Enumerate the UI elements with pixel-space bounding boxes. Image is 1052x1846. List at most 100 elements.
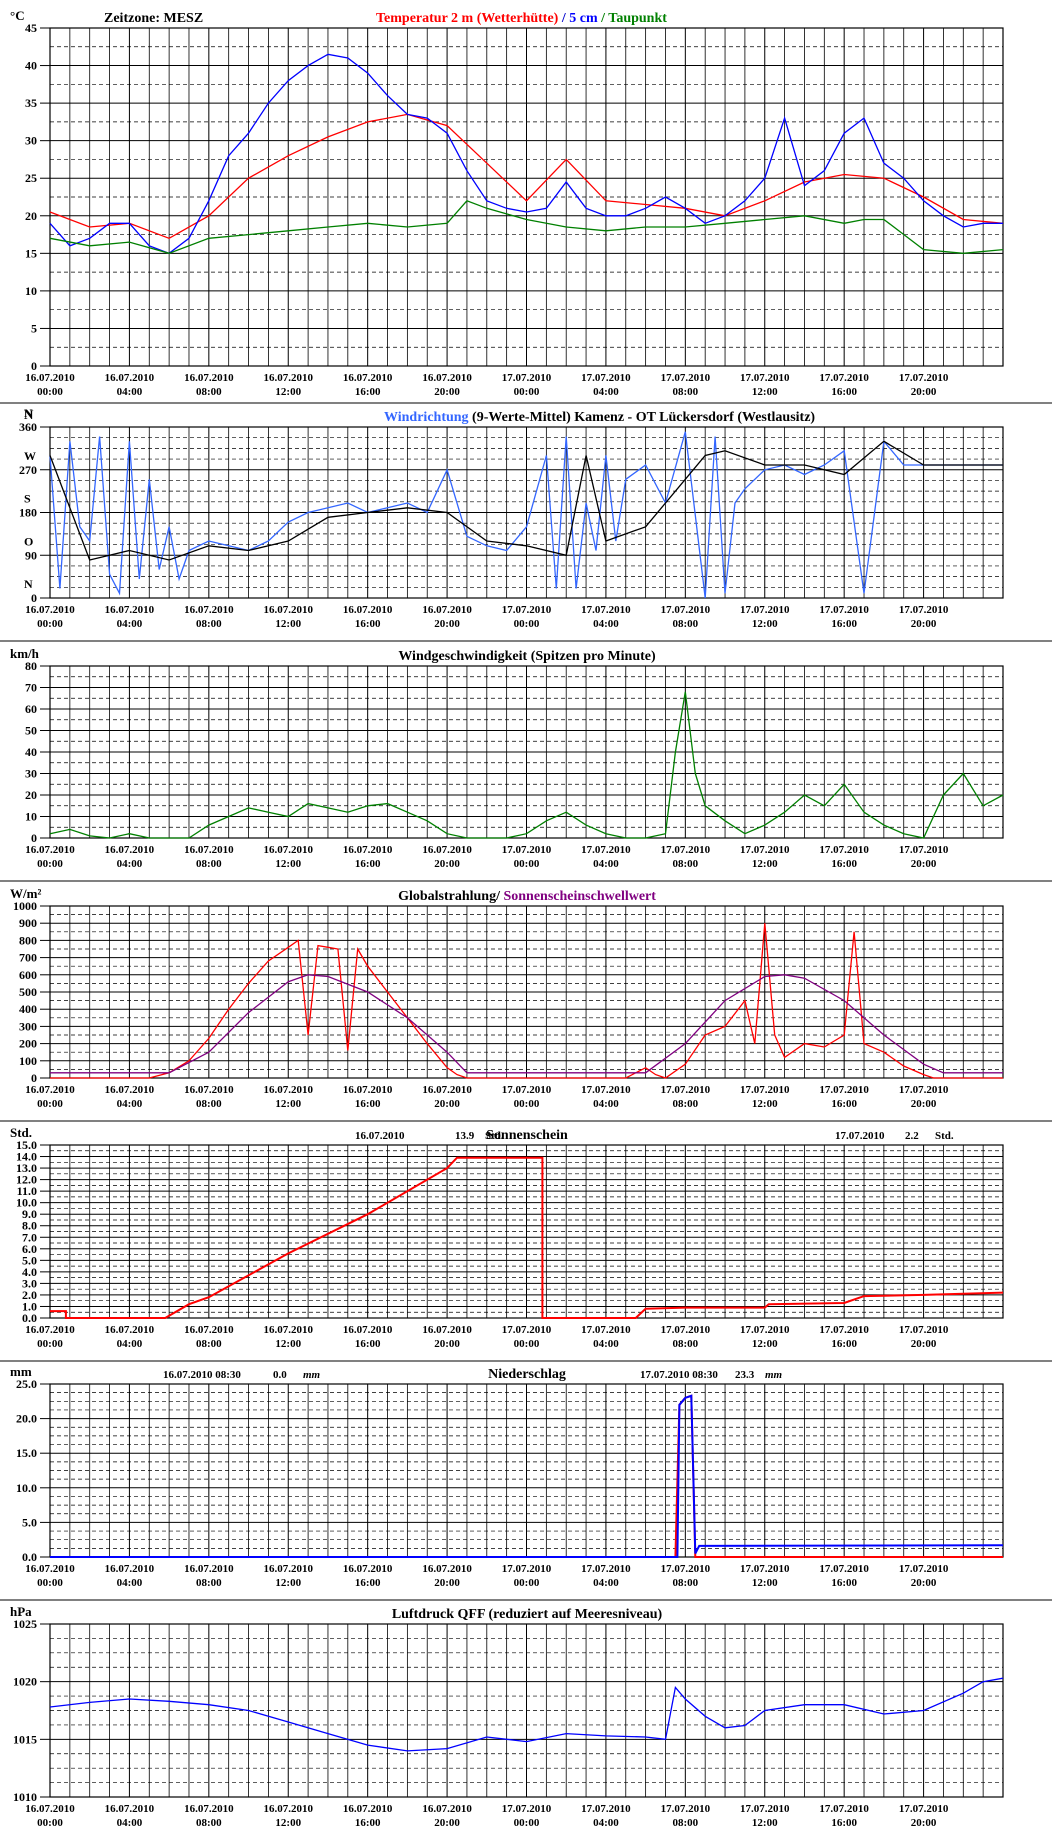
x-tick-date: 16.07.2010 (422, 604, 472, 616)
y-tick-label: 1025 (13, 1617, 37, 1631)
series-line-0 (49, 1677, 1004, 1752)
x-tick: 17.07.2010 16:00 (819, 844, 869, 870)
annotation-unit: Std. (485, 1130, 504, 1142)
x-tick-date: 17.07.2010 (819, 1324, 869, 1336)
x-tick: 16.07.2010 16:00 (343, 372, 393, 398)
x-tick: 17.07.2010 00:00 (502, 1563, 552, 1589)
y-tick-label: 0 (31, 591, 37, 605)
x-tick-time: 16:00 (831, 1817, 857, 1829)
x-tick-date: 16.07.2010 (105, 1563, 155, 1575)
direction-label: N (24, 577, 33, 591)
chart-title: Globalstrahlung/ Sonnenscheinschwellwert (398, 889, 656, 904)
y-tick-label: 0.0 (22, 1550, 37, 1564)
y-tick-label: 13.0 (16, 1161, 37, 1175)
x-tick-date: 16.07.2010 (264, 1324, 314, 1336)
x-tick-date: 17.07.2010 (581, 1324, 631, 1336)
x-tick-date: 17.07.2010 (899, 1803, 949, 1815)
chart-title: Windrichtung (9-Werte-Mittel) Kamenz - O… (384, 410, 815, 425)
y-tick-label: 30 (25, 767, 37, 781)
x-tick: 16.07.2010 16:00 (343, 604, 393, 630)
x-tick-date: 17.07.2010 (819, 1563, 869, 1575)
x-tick-time: 00:00 (514, 1098, 540, 1110)
grid (49, 27, 1004, 367)
x-tick-date: 17.07.2010 (661, 1803, 711, 1815)
x-tick: 17.07.2010 00:00 (502, 844, 552, 870)
x-tick: 17.07.2010 08:00 (661, 372, 711, 398)
x-tick-time: 00:00 (514, 1577, 540, 1589)
x-tick: 16.07.2010 16:00 (343, 1084, 393, 1110)
series-line-0 (50, 1156, 1004, 1319)
x-tick-date: 16.07.2010 (105, 1324, 155, 1336)
x-tick-date: 16.07.2010 (264, 844, 314, 856)
plot-frame (49, 27, 1004, 367)
x-tick-date: 17.07.2010 (740, 1563, 790, 1575)
x-tick-time: 04:00 (593, 1577, 619, 1589)
x-tick-date: 16.07.2010 (184, 372, 234, 384)
x-tick: 16.07.2010 08:00 (184, 1084, 234, 1110)
x-tick-date: 16.07.2010 (422, 372, 472, 384)
x-tick: 16.07.2010 00:00 (25, 1324, 75, 1350)
x-tick: 16.07.2010 04:00 (105, 604, 155, 630)
series-line-1 (50, 974, 1003, 1074)
y-tick-label: 35 (25, 96, 37, 110)
x-tick: 16.07.2010 04:00 (105, 844, 155, 870)
y-tick-label: 400 (19, 1002, 37, 1016)
x-tick: 16.07.2010 08:00 (184, 372, 234, 398)
y-tick-label: 500 (19, 985, 37, 999)
chart-title: Luftdruck QFF (reduziert auf Meeresnivea… (392, 1607, 663, 1622)
chart-title: Sonnenschein (486, 1128, 568, 1143)
x-tick: 17.07.2010 04:00 (581, 604, 631, 630)
series-line-0 (49, 691, 1004, 839)
unit-label: °C (10, 8, 25, 23)
x-tick-date: 17.07.2010 (502, 844, 552, 856)
y-tick-label: 25.0 (16, 1377, 37, 1391)
x-tick-time: 00:00 (514, 858, 540, 870)
x-tick-time: 00:00 (514, 386, 540, 398)
x-tick: 16.07.2010 12:00 (264, 1084, 314, 1110)
y-tick-label: 1015 (13, 1732, 37, 1746)
title-part: Sonnenscheinschwellwert (503, 889, 656, 904)
x-tick: 17.07.2010 16:00 (819, 1324, 869, 1350)
x-tick-date: 16.07.2010 (343, 844, 393, 856)
y-tick-label: 10 (25, 284, 37, 298)
x-tick: 17.07.2010 20:00 (899, 1084, 949, 1110)
x-tick: 17.07.2010 00:00 (502, 1324, 552, 1350)
y-tick-label: 70 (25, 681, 37, 695)
series-line-1 (50, 1394, 1004, 1558)
x-tick-date: 17.07.2010 (819, 844, 869, 856)
x-tick-time: 16:00 (831, 858, 857, 870)
title-part: Sonnenschein (486, 1128, 568, 1143)
x-tick-time: 12:00 (275, 1098, 301, 1110)
x-tick-date: 16.07.2010 (422, 844, 472, 856)
x-tick: 17.07.2010 16:00 (819, 1563, 869, 1589)
y-tick-label: 300 (19, 1019, 37, 1033)
title-part: / (495, 889, 503, 904)
x-tick: 17.07.2010 00:00 (502, 372, 552, 398)
x-tick: 17.07.2010 16:00 (819, 1803, 869, 1829)
x-tick-date: 16.07.2010 (105, 1803, 155, 1815)
x-tick: 17.07.2010 04:00 (581, 1803, 631, 1829)
x-tick-date: 16.07.2010 (25, 1324, 75, 1336)
plot-frame (49, 1623, 1004, 1798)
plot-frame (49, 1144, 1004, 1319)
title-part: Windgeschwindigkeit (Spitzen pro Minute) (398, 649, 656, 664)
y-tick-label: 5 (31, 321, 37, 335)
x-tick-date: 16.07.2010 (422, 1084, 472, 1096)
x-tick-date: 16.07.2010 (184, 1084, 234, 1096)
y-tick-label: 20.0 (16, 1412, 37, 1426)
y-tick-label: 11.0 (17, 1184, 37, 1198)
grid (49, 426, 1004, 599)
x-tick-date: 17.07.2010 (661, 844, 711, 856)
x-tick-date: 16.07.2010 (264, 1803, 314, 1815)
x-tick-date: 17.07.2010 (502, 1084, 552, 1096)
y-tick-label: 40 (25, 745, 37, 759)
x-tick: 16.07.2010 12:00 (264, 604, 314, 630)
x-tick-time: 04:00 (117, 386, 143, 398)
x-tick-time: 12:00 (752, 618, 778, 630)
x-tick-time: 08:00 (196, 1817, 222, 1829)
x-tick: 16.07.2010 12:00 (264, 844, 314, 870)
x-tick-date: 16.07.2010 (343, 372, 393, 384)
y-tick-label: 15.0 (16, 1138, 37, 1152)
unit-label: mm (10, 1364, 32, 1379)
x-tick-date: 17.07.2010 (502, 1803, 552, 1815)
